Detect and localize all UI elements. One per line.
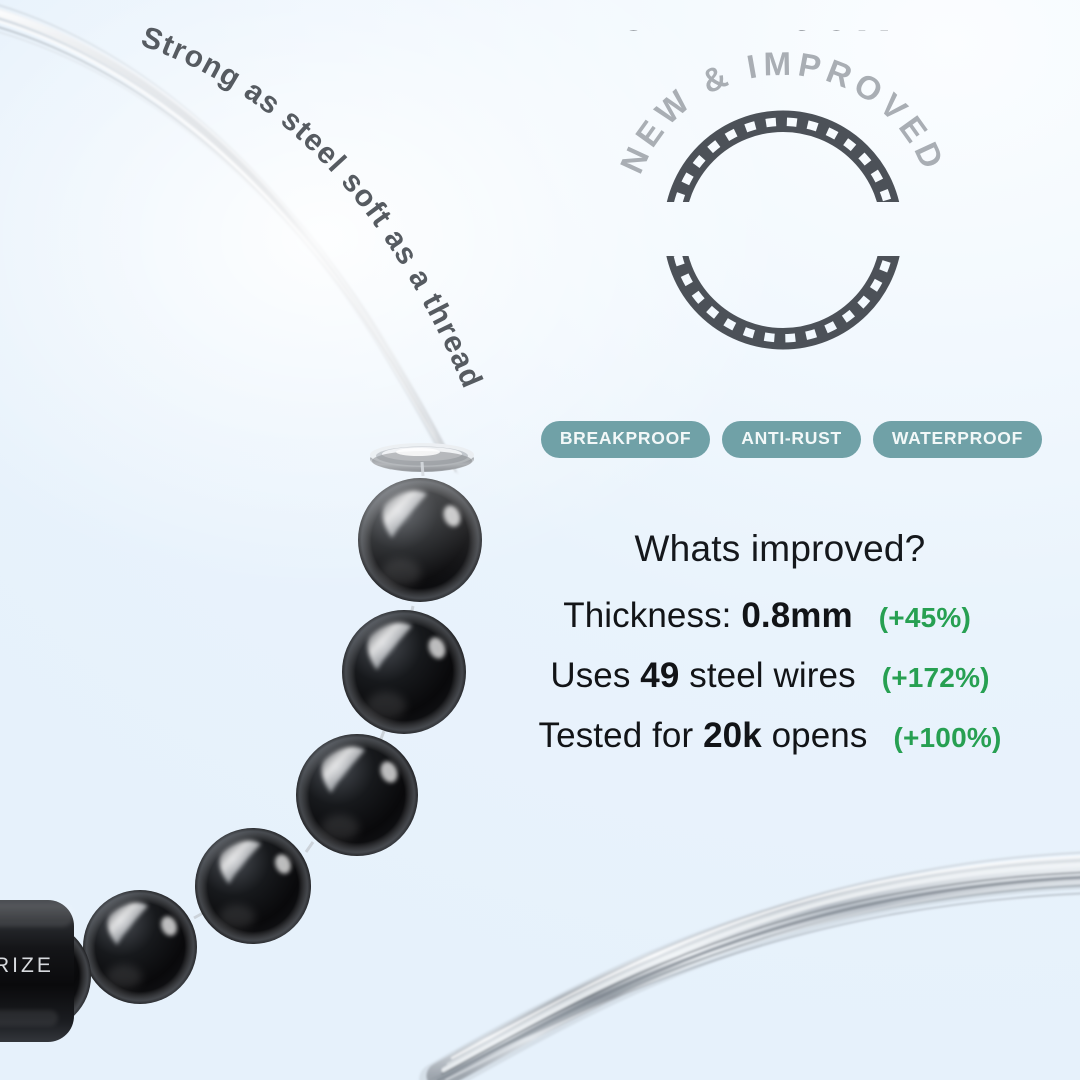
spec-delta-wires: (+172%) <box>881 662 990 693</box>
clasp-barrel: RIZE <box>0 900 74 1042</box>
spec-label-wires: Uses 49 steel wires <box>550 656 855 696</box>
upper-wire-arc <box>0 4 459 475</box>
spec-row-thickness: Thickness: 0.8mm (+45%) <box>500 596 1060 636</box>
bead <box>342 610 466 734</box>
steel-core-badge: NEW & IMPROVED STEEL CORE <box>618 30 948 430</box>
spec-row-opens: Tested for 20k opens (+100%) <box>500 716 1060 756</box>
spec-prefix: Tested for <box>538 716 704 755</box>
feature-pill-anti-rust[interactable]: ANTI-RUST <box>722 421 861 458</box>
bead <box>83 890 197 1004</box>
spec-label-opens: Tested for 20k opens <box>539 716 868 756</box>
spec-value: 20k <box>703 716 762 755</box>
bead <box>195 828 311 944</box>
feature-pill-breakproof[interactable]: BREAKPROOF <box>540 421 711 458</box>
spec-delta-thickness: (+45%) <box>878 602 971 633</box>
spec-value: 0.8mm <box>741 596 853 635</box>
spec-prefix: Uses <box>550 656 641 695</box>
spec-value: 49 <box>640 656 680 695</box>
feature-pill-waterproof[interactable]: WATERPROOF <box>872 421 1042 458</box>
badge-ring <box>663 110 903 350</box>
clasp-brand-label: RIZE <box>0 954 54 977</box>
spec-suffix: opens <box>761 716 868 755</box>
badge-center-text: STEEL CORE <box>618 30 922 45</box>
spec-row-wires: Uses 49 steel wires (+172%) <box>500 656 1060 696</box>
spec-prefix: Thickness: <box>563 596 742 635</box>
specs-title: Whats improved? <box>634 528 926 569</box>
feature-pill-row: BREAKPROOF ANTI-RUST WATERPROOF <box>522 421 1042 458</box>
spec-label-thickness: Thickness: 0.8mm <box>563 596 853 636</box>
steel-wire-bundle <box>419 851 1080 1080</box>
spec-suffix: steel wires <box>679 656 856 695</box>
badge-wordmark: STEEL CORE <box>618 30 922 45</box>
spec-delta-opens: (+100%) <box>893 722 1002 753</box>
bead <box>296 734 418 856</box>
bead <box>358 478 482 602</box>
specs-block: Whats improved? Thickness: 0.8mm (+45%) … <box>500 528 1060 776</box>
